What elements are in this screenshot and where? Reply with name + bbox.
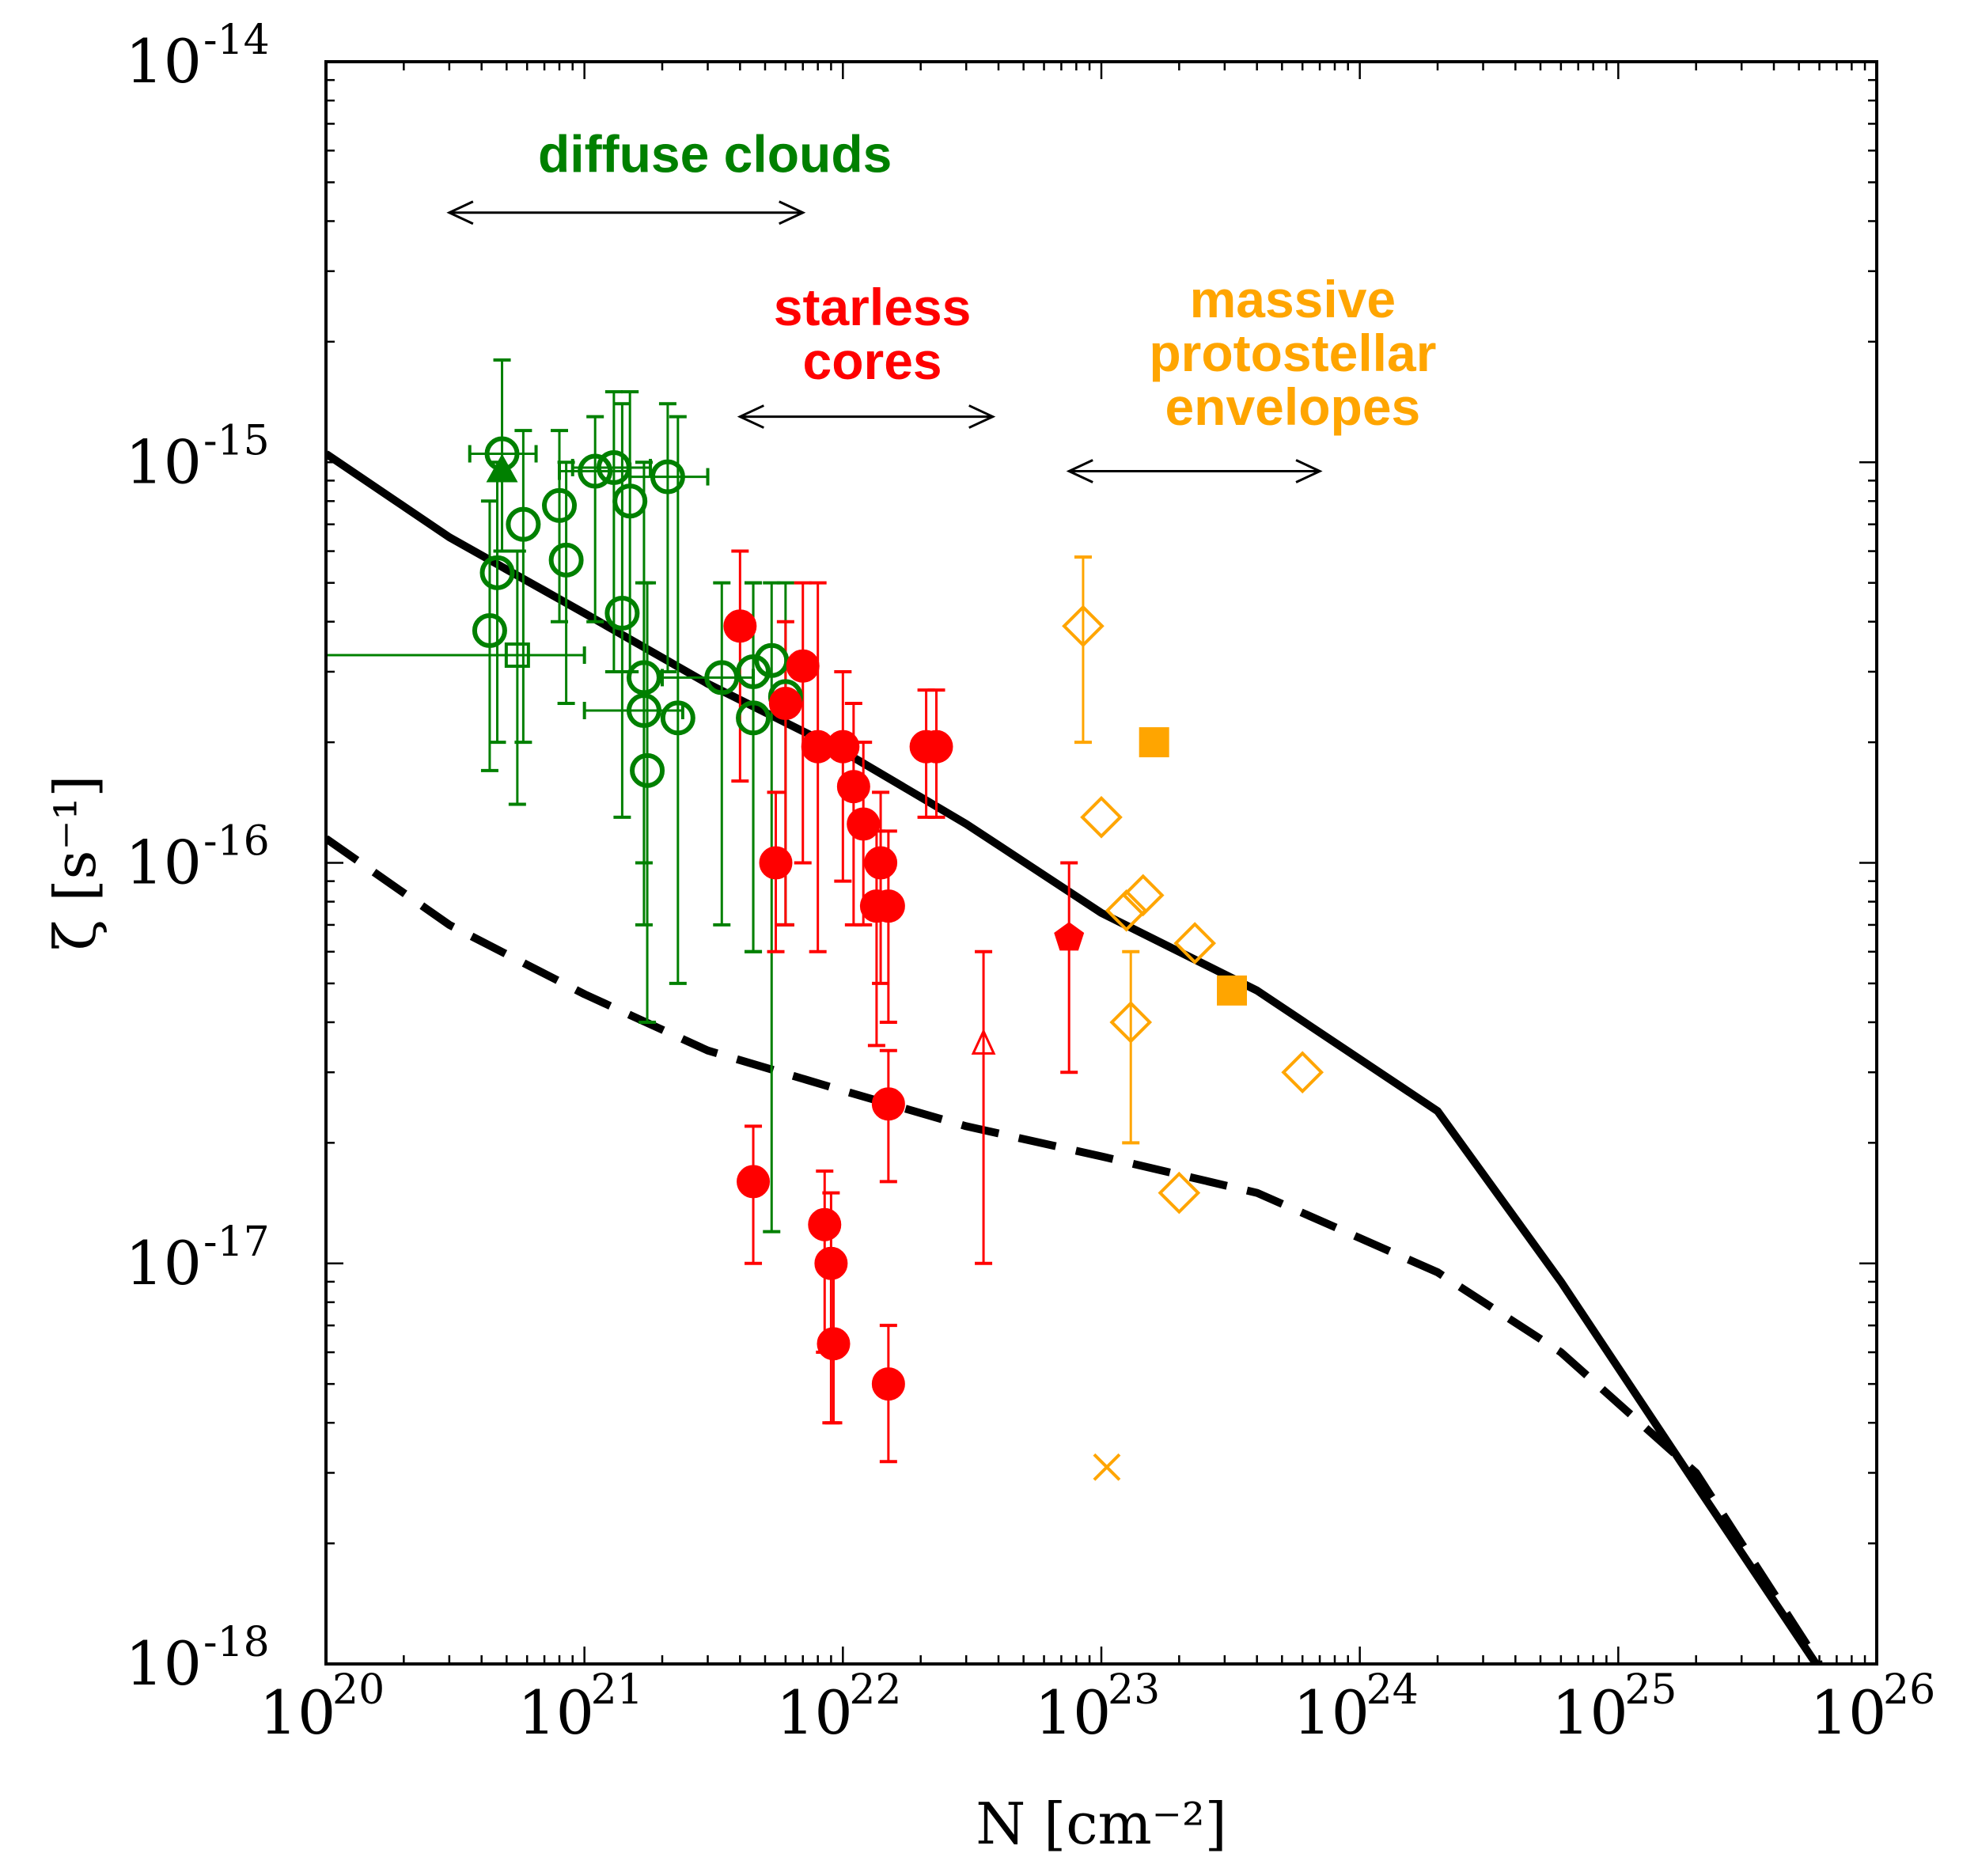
data-markers	[472, 436, 1324, 1481]
annotation-text: starless	[774, 278, 972, 336]
open-circle-marker	[596, 449, 631, 485]
y-tick-label: 10	[125, 426, 202, 497]
open-square-marker	[504, 642, 530, 669]
x-tick-label-exponent: 21	[591, 1666, 643, 1714]
open-diamond-marker	[1173, 922, 1216, 965]
range-arrow-head-left	[737, 404, 764, 429]
plot-frame	[324, 60, 1878, 1666]
range-arrow-head-left	[1066, 459, 1093, 483]
filled-circle-marker	[808, 1207, 842, 1241]
x-tick-label: 10	[1293, 1677, 1370, 1748]
filled-circle-marker	[759, 846, 793, 880]
range-arrow-head-left	[446, 200, 474, 225]
annotation-text: cores	[802, 332, 942, 390]
x-tick-label: 10	[517, 1677, 594, 1748]
filled-circle-marker	[871, 1367, 905, 1401]
range-arrow-head-right	[1295, 459, 1323, 483]
x-tick-label: 10	[776, 1677, 853, 1748]
y-tick-label-exponent: -14	[203, 17, 270, 64]
x-tick-label: 10	[1552, 1677, 1628, 1748]
annotation-text: envelopes	[1165, 377, 1420, 436]
filled-triangle-marker	[486, 453, 518, 483]
filled-circle-marker	[871, 889, 905, 923]
annotation-text: massive	[1190, 270, 1396, 328]
y-tick-label-exponent: -17	[203, 1218, 270, 1266]
open-circle-marker	[542, 487, 578, 523]
open-diamond-marker	[1062, 604, 1105, 648]
open-circle-marker	[578, 453, 613, 489]
filled-pentagon-marker	[1054, 922, 1085, 951]
filled-circle-marker	[919, 730, 953, 764]
x-tick-label-exponent: 20	[332, 1666, 385, 1714]
open-circle-marker	[736, 700, 771, 736]
x-tick-label: 10	[1810, 1677, 1887, 1748]
y-axis-label: ζ [s⁻¹]	[42, 775, 108, 951]
x-tick-label-exponent: 22	[849, 1666, 901, 1714]
filled-circle-marker	[768, 687, 802, 721]
x-tick-label-exponent: 24	[1366, 1666, 1419, 1714]
model-curve-solid	[326, 450, 1821, 1664]
range-arrow-head-right	[968, 404, 996, 429]
open-circle-marker	[626, 693, 661, 729]
open-circle-marker	[660, 700, 695, 736]
open-triangle-marker	[971, 1028, 996, 1055]
filled-square-marker	[1217, 975, 1248, 1006]
open-circle-marker	[472, 612, 507, 648]
filled-circle-marker	[817, 1327, 851, 1361]
filled-circle-marker	[826, 730, 860, 764]
x-tick-label: 10	[260, 1677, 336, 1748]
filled-circle-marker	[786, 649, 820, 683]
y-tick-label-exponent: -16	[203, 818, 270, 866]
open-circle-marker	[736, 654, 771, 689]
x-marker-stroke	[1093, 1453, 1121, 1481]
annotation-text: diffuse clouds	[538, 125, 892, 184]
filled-circle-marker	[737, 1165, 771, 1199]
filled-circle-marker	[723, 609, 757, 643]
y-tick-label: 10	[125, 1228, 202, 1298]
filled-circle-marker	[847, 807, 881, 841]
x-tick-label-exponent: 23	[1108, 1666, 1160, 1714]
open-circle-marker	[754, 642, 790, 678]
y-tick-label: 10	[125, 26, 202, 97]
open-diamond-marker	[1105, 889, 1148, 932]
open-circle-marker	[604, 595, 640, 631]
open-circle-marker	[612, 483, 648, 519]
x-tick-label-exponent: 25	[1624, 1666, 1677, 1714]
open-circle-marker	[650, 459, 685, 495]
y-tick-label: 10	[125, 828, 202, 898]
filled-circle-marker	[871, 1087, 905, 1121]
open-diamond-marker	[1158, 1171, 1201, 1215]
open-circle-marker	[479, 555, 515, 590]
open-circle-marker	[704, 660, 740, 695]
open-circle-marker	[506, 506, 541, 542]
open-circle-marker	[630, 752, 665, 788]
annotation-text: protostellar	[1149, 324, 1436, 382]
model-curve-dashed	[326, 835, 1823, 1664]
filled-circle-marker	[814, 1246, 848, 1280]
open-circle-marker	[548, 542, 584, 578]
y-tick-label: 10	[125, 1628, 202, 1699]
x-axis-label: N [cm⁻²]	[976, 1791, 1227, 1857]
y-tick-label-exponent: -15	[203, 417, 270, 464]
filled-circle-marker	[836, 770, 870, 804]
open-circle-marker	[626, 660, 661, 695]
filled-square-marker	[1139, 727, 1169, 758]
x-tick-label: 10	[1035, 1677, 1112, 1748]
open-diamond-marker	[1109, 1001, 1153, 1044]
range-arrow-head-right	[779, 200, 806, 225]
x-tick-label-exponent: 26	[1883, 1666, 1935, 1714]
open-diamond-marker	[1080, 795, 1123, 839]
open-diamond-marker	[1121, 874, 1165, 917]
model-curves	[326, 450, 1823, 1664]
filled-circle-marker	[864, 846, 898, 880]
y-tick-label-exponent: -18	[203, 1619, 270, 1666]
open-diamond-marker	[1281, 1051, 1324, 1094]
